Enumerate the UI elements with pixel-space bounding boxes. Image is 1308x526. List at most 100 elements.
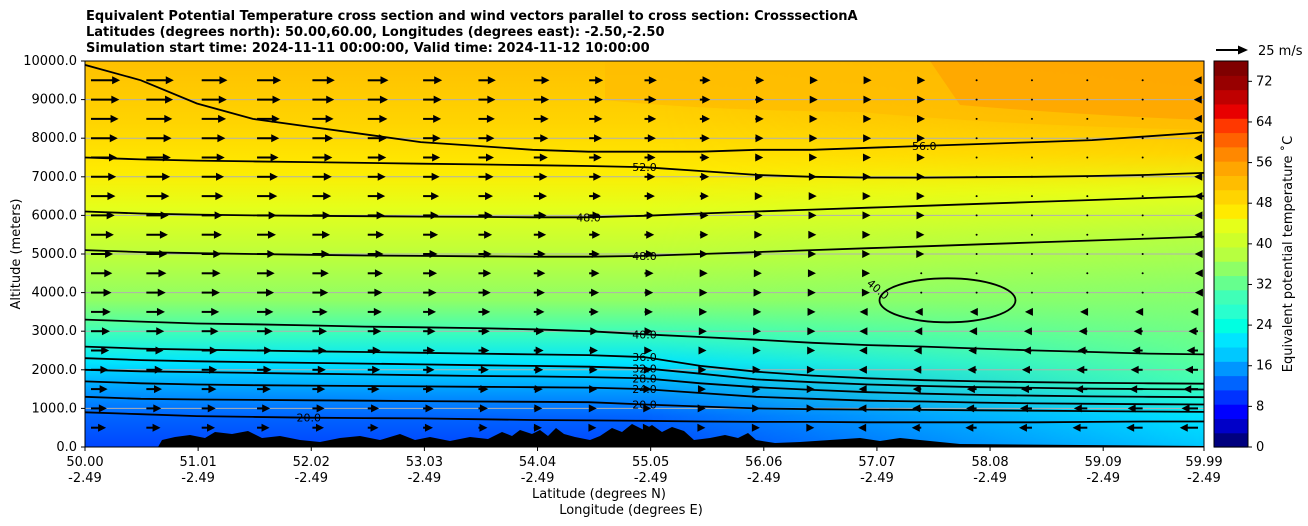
wind-vector-head — [325, 134, 334, 143]
wind-vector-head — [326, 95, 335, 104]
wind-vector-head — [809, 134, 818, 143]
wind-vector-head — [216, 153, 225, 162]
wind-vector — [146, 250, 168, 258]
wind-vector — [1194, 172, 1203, 181]
wind-vector-head — [591, 269, 600, 278]
wind-vector — [91, 95, 120, 104]
wind-vector-head — [480, 385, 489, 394]
wind-vector — [257, 365, 272, 374]
wind-vector-head — [211, 288, 220, 297]
wind-vector — [1186, 346, 1198, 355]
wind-vector-head — [588, 423, 597, 432]
wind-vector — [312, 307, 328, 316]
colorbar-tick-label: 16 — [1256, 359, 1273, 374]
wind-vector-head — [591, 288, 600, 297]
wind-vector — [1183, 385, 1198, 394]
wind-vector-head — [219, 76, 228, 85]
wind-vector — [916, 211, 925, 220]
wind-vector-head — [647, 153, 656, 162]
wind-vector — [1141, 253, 1144, 255]
wind-vector — [752, 385, 761, 394]
wind-vector-head — [155, 346, 164, 355]
wind-vector — [916, 153, 925, 162]
wind-vector — [423, 288, 437, 297]
wind-vector — [975, 233, 978, 236]
wind-vector-head — [592, 230, 601, 239]
wind-vector — [862, 172, 871, 181]
wind-vector — [312, 114, 334, 123]
wind-vector-head — [425, 385, 434, 394]
wind-vector-head — [212, 269, 221, 278]
wind-vector-head — [1130, 365, 1139, 374]
wind-vector-head — [809, 95, 818, 104]
wind-vector-head — [538, 230, 547, 239]
plot-title-line-1: Equivalent Potential Temperature cross s… — [86, 9, 858, 24]
wind-vector — [1086, 117, 1089, 120]
wind-vector — [808, 172, 817, 181]
wind-vector-head — [537, 250, 546, 258]
wind-vector — [312, 385, 326, 394]
wind-vector — [312, 327, 328, 336]
wind-vector — [966, 404, 977, 413]
wind-vector — [917, 76, 926, 85]
wind-vector — [423, 192, 440, 201]
wind-vector — [1141, 175, 1144, 178]
wind-vector-head — [214, 211, 223, 220]
wind-vector — [1086, 79, 1089, 82]
wind-vector-head — [156, 327, 165, 336]
wind-vector — [752, 346, 761, 355]
wind-vector — [201, 76, 228, 85]
wind-vector — [912, 385, 922, 394]
wind-vector-head — [486, 134, 495, 143]
colorbar-tick-label: 72 — [1256, 74, 1273, 89]
wind-vector — [367, 211, 385, 220]
wind-vector — [1030, 233, 1033, 236]
wind-vector-head — [1193, 95, 1202, 104]
wind-reference-arrowhead — [1238, 45, 1248, 55]
wind-vector-head — [752, 404, 761, 413]
y-tick-label: 7000.0 — [32, 170, 78, 185]
wind-vector — [91, 134, 118, 143]
wind-vector — [862, 211, 871, 220]
wind-vector — [533, 211, 547, 220]
wind-vector — [914, 327, 923, 336]
wind-vector-head — [916, 211, 925, 220]
wind-vector — [257, 346, 273, 355]
wind-vector — [146, 134, 172, 143]
wind-vector — [1130, 365, 1143, 374]
wind-vector-head — [644, 307, 653, 316]
wind-vector-head — [535, 346, 544, 355]
wind-vector — [697, 423, 706, 432]
x-tick-label-lon: -2.49 — [408, 471, 442, 486]
wind-vector — [1078, 327, 1088, 336]
wind-vector — [755, 172, 764, 181]
wind-vector-head — [753, 288, 762, 297]
wind-vector — [862, 250, 871, 258]
wind-vector — [146, 192, 170, 201]
wind-vector-head — [591, 250, 600, 258]
wind-vector-head — [317, 365, 326, 374]
wind-vector — [146, 95, 174, 104]
wind-vector — [201, 250, 222, 258]
wind-vector — [478, 76, 496, 85]
wind-vector-head — [271, 114, 280, 123]
wind-vector-head — [807, 346, 816, 355]
x-tick-label-lon: -2.49 — [294, 471, 328, 486]
wind-vector — [861, 288, 870, 297]
wind-vector-head — [482, 288, 491, 297]
wind-vector-head — [914, 307, 923, 316]
wind-vector — [146, 346, 164, 355]
wind-vector — [755, 114, 764, 123]
wind-vector-head — [751, 423, 760, 432]
colorbar-segment — [1214, 418, 1248, 434]
wind-vector-head — [755, 153, 764, 162]
wind-vector — [644, 269, 654, 278]
wind-vector — [533, 230, 547, 239]
plot-title-line-2: Latitudes (degrees north): 50.00,60.00, … — [86, 25, 665, 40]
wind-vector — [367, 76, 389, 85]
wind-vector-head — [541, 76, 550, 85]
wind-vector-head — [165, 95, 174, 104]
wind-vector — [367, 269, 383, 278]
contour-label: 48.0 — [632, 250, 657, 263]
wind-vector-head — [210, 327, 219, 336]
